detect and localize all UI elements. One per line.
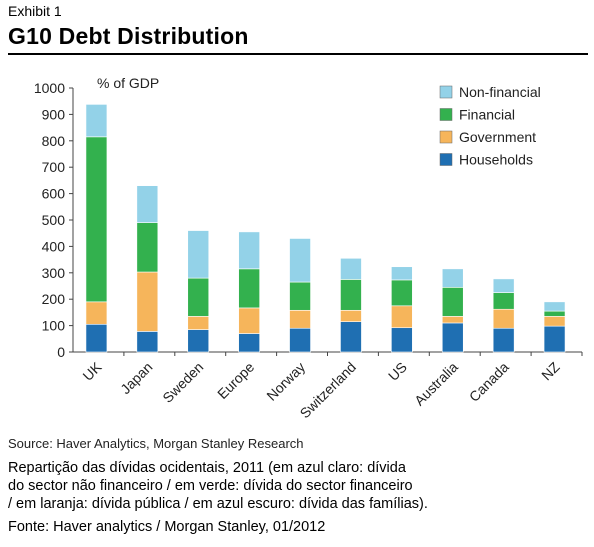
legend-swatch-households [439,153,453,166]
legend-label-households: Households [459,152,533,168]
bar-financial-sweden [187,277,210,317]
bar-government-norway [289,309,311,329]
x-tick-label: Europe [214,359,257,402]
legend-swatch-government [439,130,453,144]
bar-financial-uk [85,136,108,303]
bar-financial-nz [543,310,566,317]
exhibit-label: Exhibit 1 [8,3,62,19]
bar-financial-europe [238,268,260,309]
x-tick-label: Canada [466,359,512,405]
bar-non-financial-sweden [187,230,210,279]
y-tick-label: 100 [42,318,66,334]
bar-government-japan [136,271,159,332]
bar-financial-japan [136,222,159,273]
bar-households-europe [238,333,260,353]
bar-government-switzerland [340,309,362,322]
bar-non-financial-norway [289,238,311,283]
bar-households-japan [136,331,159,353]
bar-government-australia [441,316,464,324]
title-rule [8,53,588,55]
y-tick-label: 700 [42,159,66,175]
bar-government-sweden [187,316,210,330]
chart-canvas: 0 100 200 300 400 500 600 700 800 900 1000 % of GDP… [34,75,583,421]
caption-text: Repartição das dívidas ocidentais, 2011 … [8,460,428,512]
legend: Non-financial Financial Government Househol… [439,84,541,168]
chart-title: G10 Debt Distribution [8,23,249,49]
legend-label-government: Government [459,129,536,145]
bar-non-financial-uk [85,104,108,138]
fonte-note: Fonte: Haver analytics / Morgan Stanley,… [8,519,326,535]
y-tick-label: 600 [42,186,66,202]
bar-non-financial-europe [238,231,260,270]
bar-households-norway [289,327,311,353]
bar-government-us [391,305,413,329]
x-tick-label: Australia [411,359,461,409]
bar-households-australia [441,322,464,353]
bar-households-uk [85,323,108,353]
bar-government-uk [85,301,108,325]
bar-non-financial-australia [441,268,464,288]
x-tick-label: UK [80,358,106,384]
bar-households-canada [492,327,515,353]
legend-swatch-non-financial [439,85,453,99]
bar-government-canada [492,308,515,329]
x-tick-label: Sweden [159,359,206,406]
bar-financial-australia [441,287,464,317]
y-tick-label: 500 [42,212,66,228]
legend-swatch-financial [439,108,453,121]
x-tick-label: Norway [263,359,308,404]
x-tick-label: US [385,359,410,384]
y-tick-label: 1000 [34,80,65,96]
bar-non-financial-nz [543,301,566,312]
bar-financial-us [391,279,413,307]
y-tick-label: 200 [42,291,66,307]
legend-label-non-financial: Non-financial [459,84,541,100]
bar-government-europe [238,307,260,334]
bar-financial-canada [492,292,515,310]
bar-households-nz [543,325,566,353]
bar-households-sweden [187,329,210,353]
bar-non-financial-canada [492,278,515,293]
bar-non-financial-switzerland [340,257,362,280]
bar-households-us [391,327,413,353]
bar-households-switzerland [340,321,362,353]
x-tick-label: Japan [117,359,155,397]
bar-government-nz [543,316,566,327]
y-axis-label: % of GDP [97,75,159,91]
legend-label-financial: Financial [459,107,515,123]
plot-area: 0 100 200 300 400 500 600 700 800 900 1000 % of GDP… [34,75,583,421]
y-tick-label: 0 [57,344,65,360]
bar-non-financial-us [391,266,413,281]
bar-financial-switzerland [340,279,362,311]
bar-non-financial-japan [136,185,159,223]
source-note: Source: Haver Analytics, Morgan Stanley … [8,436,304,451]
y-tick-label: 300 [42,265,66,281]
bar-financial-norway [289,281,311,311]
y-tick-label: 800 [42,133,66,149]
x-tick-label: NZ [538,358,563,383]
y-tick-label: 900 [42,106,66,122]
y-tick-label: 400 [42,238,66,254]
